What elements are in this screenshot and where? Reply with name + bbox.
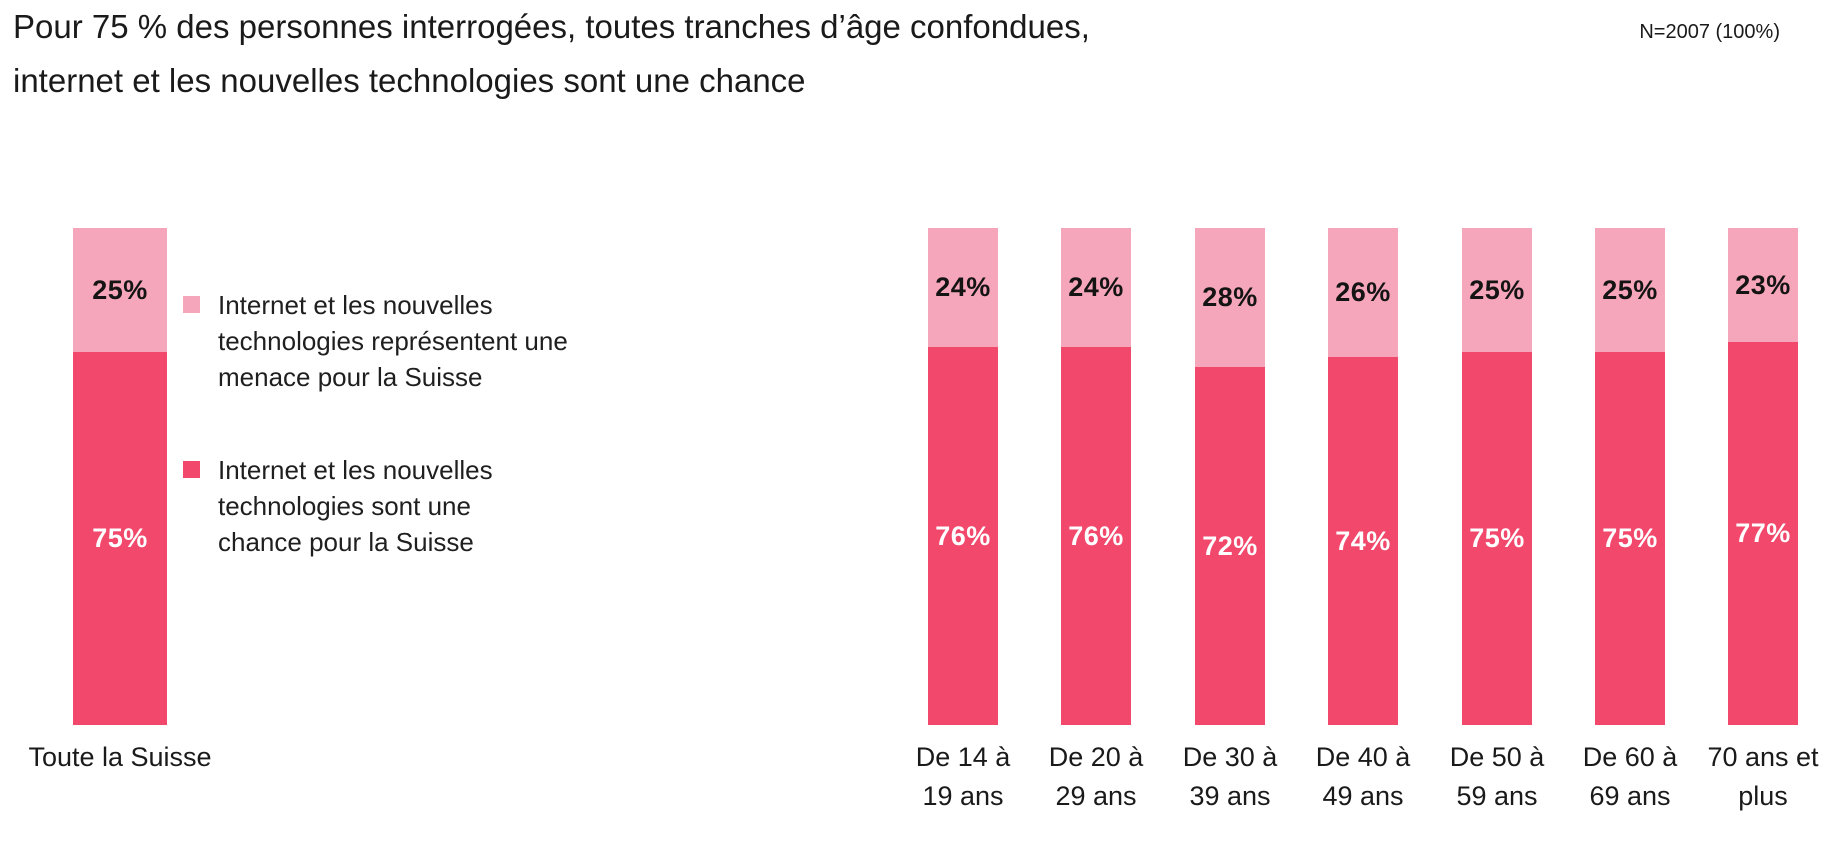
legend-item-menace: Internet et les nouvelles technologies re… bbox=[183, 287, 603, 395]
value-label: 75% bbox=[1602, 523, 1658, 554]
legend: Internet et les nouvelles technologies re… bbox=[183, 287, 603, 617]
legend-item-label: Internet et les nouvelles technologies so… bbox=[218, 455, 493, 557]
x-axis-label-de-30-39-ans: De 30 à 39 ans bbox=[1182, 742, 1278, 811]
legend-swatch-icon bbox=[183, 296, 200, 313]
value-label: 25% bbox=[92, 274, 148, 305]
bar-de-20-29-ans: 24% 76% bbox=[1061, 228, 1131, 725]
value-label: 75% bbox=[1469, 523, 1525, 554]
segment-chance-de-30-39-ans: 72% bbox=[1195, 367, 1265, 725]
segment-menace-toute-la-suisse: 25% bbox=[73, 228, 167, 353]
value-label: 24% bbox=[1068, 272, 1124, 303]
segment-chance-de-14-19-ans: 76% bbox=[928, 347, 998, 725]
segment-menace-de-30-39-ans: 28% bbox=[1195, 228, 1265, 368]
value-label: 76% bbox=[1068, 520, 1124, 551]
segment-chance-70-ans-et-plus: 77% bbox=[1728, 342, 1798, 725]
x-axis-label-de-50-59-ans: De 50 à 59 ans bbox=[1449, 742, 1545, 811]
segment-chance-toute-la-suisse: 75% bbox=[73, 352, 167, 725]
x-axis-label-de-14-19-ans: De 14 à 19 ans bbox=[915, 742, 1011, 811]
segment-chance-de-40-49-ans: 74% bbox=[1328, 357, 1398, 725]
chart-title-line-2: internet et les nouvelles technologies s… bbox=[13, 62, 806, 99]
chart-title: Pour 75 % des personnes interrogées, tou… bbox=[13, 0, 1263, 108]
segment-menace-de-60-69-ans: 25% bbox=[1595, 228, 1665, 353]
value-label: 28% bbox=[1202, 282, 1258, 313]
segment-menace-de-40-49-ans: 26% bbox=[1328, 228, 1398, 358]
bar-de-14-19-ans: 24% 76% bbox=[928, 228, 998, 725]
x-axis-label-de-40-49-ans: De 40 à 49 ans bbox=[1315, 742, 1411, 811]
bar-de-30-39-ans: 28% 72% bbox=[1195, 228, 1265, 725]
x-axis-label-70-ans-et-plus: 70 ans et plus bbox=[1707, 742, 1819, 811]
bar-toute-la-suisse: 25% 75% bbox=[73, 228, 167, 725]
segment-chance-de-20-29-ans: 76% bbox=[1061, 347, 1131, 725]
segment-chance-de-60-69-ans: 75% bbox=[1595, 352, 1665, 725]
bar-de-40-49-ans: 26% 74% bbox=[1328, 228, 1398, 725]
value-label: 26% bbox=[1335, 277, 1391, 308]
legend-item-chance: Internet et les nouvelles technologies so… bbox=[183, 452, 603, 560]
value-label: 25% bbox=[1602, 274, 1658, 305]
bar-de-60-69-ans: 25% 75% bbox=[1595, 228, 1665, 725]
segment-menace-70-ans-et-plus: 23% bbox=[1728, 228, 1798, 343]
segment-menace-de-20-29-ans: 24% bbox=[1061, 228, 1131, 348]
segment-chance-de-50-59-ans: 75% bbox=[1462, 352, 1532, 725]
bar-70-ans-et-plus: 23% 77% bbox=[1728, 228, 1798, 725]
x-axis-label-de-60-69-ans: De 60 à 69 ans bbox=[1582, 742, 1678, 811]
value-label: 72% bbox=[1202, 530, 1258, 561]
value-label: 24% bbox=[935, 272, 991, 303]
value-label: 23% bbox=[1735, 269, 1791, 300]
value-label: 76% bbox=[935, 520, 991, 551]
segment-menace-de-50-59-ans: 25% bbox=[1462, 228, 1532, 353]
chart-title-line-1: Pour 75 % des personnes interrogées, tou… bbox=[13, 8, 1090, 45]
value-label: 74% bbox=[1335, 525, 1391, 556]
value-label: 77% bbox=[1735, 518, 1791, 549]
value-label: 25% bbox=[1469, 274, 1525, 305]
value-label: 75% bbox=[92, 523, 148, 554]
bar-de-50-59-ans: 25% 75% bbox=[1462, 228, 1532, 725]
legend-item-label: Internet et les nouvelles technologies re… bbox=[218, 290, 568, 392]
x-axis-label-toute-la-suisse: Toute la Suisse bbox=[28, 742, 212, 772]
sample-size-note: N=2007 (100%) bbox=[1639, 21, 1780, 43]
segment-menace-de-14-19-ans: 24% bbox=[928, 228, 998, 348]
x-axis-label-de-20-29-ans: De 20 à 29 ans bbox=[1048, 742, 1144, 811]
legend-swatch-icon bbox=[183, 461, 200, 478]
